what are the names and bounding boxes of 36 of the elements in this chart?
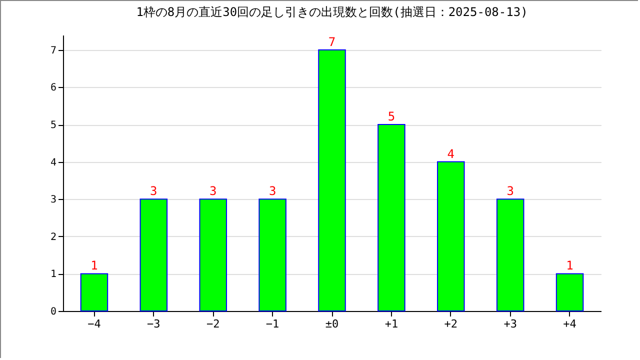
- bar: [496, 198, 524, 312]
- x-tick-label: −4: [88, 318, 102, 330]
- bar: [199, 198, 227, 312]
- x-tick-label: +2: [444, 318, 458, 330]
- data-label: 1: [566, 258, 574, 273]
- x-tick-label: +4: [563, 318, 577, 330]
- y-tick-label: 0: [50, 306, 56, 318]
- y-tick-label: 5: [50, 120, 56, 132]
- data-label: 3: [506, 184, 514, 198]
- chart-title: 1枠の8月の直近30回の足し引きの出現数と回数(抽選日：2025-08-13): [136, 5, 528, 19]
- data-label: 5: [388, 110, 396, 124]
- y-tick-label: 7: [50, 45, 56, 56]
- data-label: 1: [90, 258, 98, 273]
- x-tick-label: −1: [266, 318, 280, 330]
- x-tick-label: ±0: [325, 318, 339, 330]
- bar: [556, 273, 584, 312]
- y-tick-label: 6: [50, 82, 56, 94]
- bar: [258, 198, 286, 312]
- data-label: 3: [268, 184, 276, 198]
- x-tick-label: −3: [147, 318, 160, 330]
- data-label: 3: [209, 184, 217, 198]
- y-tick-label: 4: [50, 157, 56, 168]
- bar: [80, 273, 108, 312]
- data-label: 3: [150, 184, 158, 198]
- data-label: 7: [328, 34, 336, 49]
- bar: [378, 124, 406, 312]
- bar: [318, 49, 346, 312]
- bar: [140, 198, 168, 312]
- x-tick-label: +3: [504, 318, 517, 330]
- y-tick-label: 2: [50, 232, 56, 243]
- y-tick-label: 3: [50, 194, 56, 206]
- x-tick-label: +1: [384, 318, 398, 330]
- x-tick-label: −2: [206, 318, 220, 330]
- bar: [437, 161, 465, 312]
- y-tick-label: 1: [50, 269, 56, 280]
- data-label: 4: [447, 146, 455, 161]
